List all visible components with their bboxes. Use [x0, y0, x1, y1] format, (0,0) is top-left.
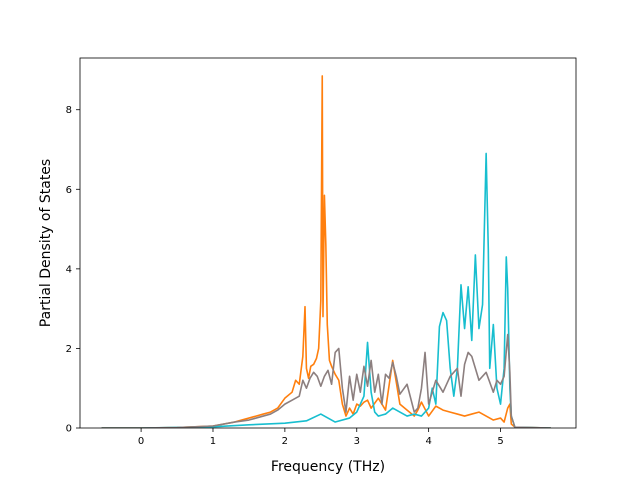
y-tick-label-1: 2: [66, 344, 72, 355]
series-layer: [101, 75, 551, 428]
x-tick-label-2: 2: [282, 436, 288, 447]
y-axis-ticks: 0 2 4 6 8: [66, 105, 80, 435]
series-line-1: [101, 152, 551, 428]
y-tick-label-4: 8: [66, 105, 72, 116]
x-tick-label-0: 0: [138, 436, 144, 447]
x-axis-label: Frequency (THz): [271, 459, 385, 475]
x-tick-label-5: 5: [497, 436, 503, 447]
x-axis-ticks: 0 1 2 3 4 5: [138, 428, 504, 447]
y-tick-label-0: 0: [66, 424, 72, 435]
y-tick-label-3: 6: [66, 185, 72, 196]
series-line-2: [101, 333, 551, 428]
x-tick-label-4: 4: [425, 436, 431, 447]
series-line-0: [101, 75, 551, 428]
y-tick-label-2: 4: [66, 264, 72, 275]
x-tick-label-3: 3: [354, 436, 360, 447]
plot-frame: [79, 57, 577, 429]
x-tick-label-1: 1: [210, 436, 216, 447]
y-axis-label: Partial Density of States: [38, 159, 54, 327]
